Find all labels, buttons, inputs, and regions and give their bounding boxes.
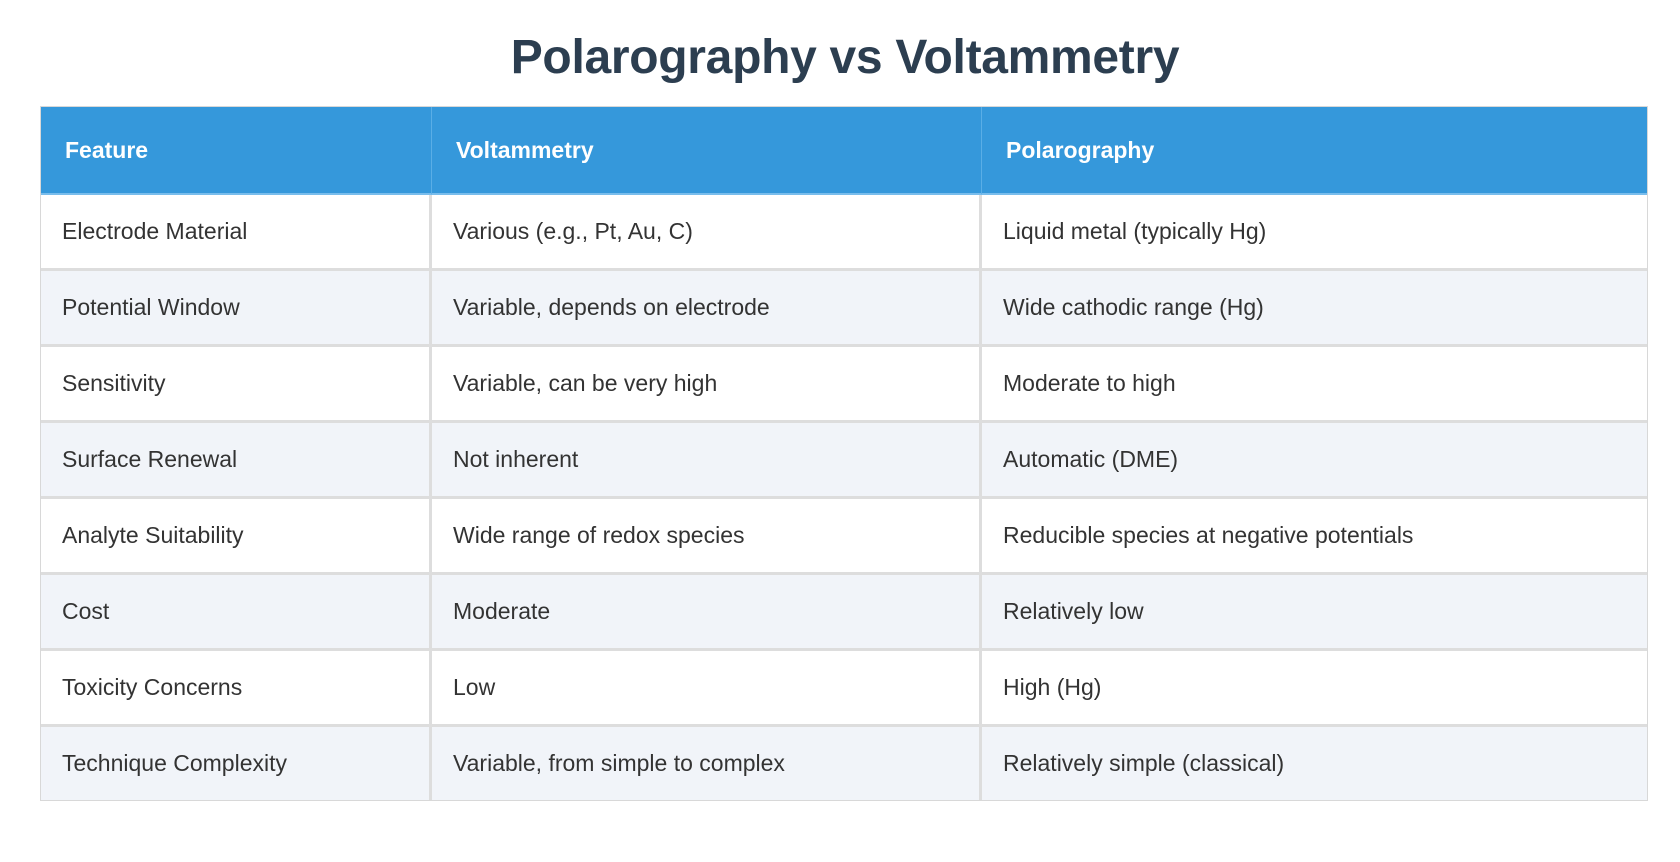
polarography-cell: High (Hg)	[982, 651, 1647, 727]
voltammetry-cell: Variable, can be very high	[432, 347, 982, 423]
table-row: Potential Window Variable, depends on el…	[41, 271, 1647, 347]
table-row: Toxicity Concerns Low High (Hg)	[41, 651, 1647, 727]
polarography-cell: Automatic (DME)	[982, 423, 1647, 499]
polarography-cell: Relatively simple (classical)	[982, 727, 1647, 800]
voltammetry-cell: Variable, depends on electrode	[432, 271, 982, 347]
voltammetry-cell: Wide range of redox species	[432, 499, 982, 575]
feature-cell: Cost	[41, 575, 432, 651]
voltammetry-cell: Various (e.g., Pt, Au, C)	[432, 195, 982, 271]
table-header-row: Feature Voltammetry Polarography	[41, 107, 1647, 195]
feature-cell: Electrode Material	[41, 195, 432, 271]
voltammetry-cell: Variable, from simple to complex	[432, 727, 982, 800]
table-row: Sensitivity Variable, can be very high M…	[41, 347, 1647, 423]
feature-cell: Potential Window	[41, 271, 432, 347]
feature-cell: Surface Renewal	[41, 423, 432, 499]
page-title: Polarography vs Voltammetry	[510, 31, 1180, 84]
voltammetry-cell: Low	[432, 651, 982, 727]
polarography-cell: Liquid metal (typically Hg)	[982, 195, 1647, 271]
table-row: Cost Moderate Relatively low	[41, 575, 1647, 651]
feature-cell: Sensitivity	[41, 347, 432, 423]
voltammetry-cell: Not inherent	[432, 423, 982, 499]
polarography-cell: Reducible species at negative potentials	[982, 499, 1647, 575]
feature-cell: Toxicity Concerns	[41, 651, 432, 727]
table-row: Analyte Suitability Wide range of redox …	[41, 499, 1647, 575]
polarography-cell: Moderate to high	[982, 347, 1647, 423]
feature-cell: Technique Complexity	[41, 727, 432, 800]
voltammetry-cell: Moderate	[432, 575, 982, 651]
table-row: Surface Renewal Not inherent Automatic (…	[41, 423, 1647, 499]
polarography-cell: Wide cathodic range (Hg)	[982, 271, 1647, 347]
polarography-cell: Relatively low	[982, 575, 1647, 651]
column-header-voltammetry: Voltammetry	[432, 107, 982, 195]
table-row: Electrode Material Various (e.g., Pt, Au…	[41, 195, 1647, 271]
comparison-table: Feature Voltammetry Polarography Electro…	[41, 107, 1647, 800]
table-row: Technique Complexity Variable, from simp…	[41, 727, 1647, 800]
column-header-feature: Feature	[41, 107, 432, 195]
column-header-polarography: Polarography	[982, 107, 1647, 195]
feature-cell: Analyte Suitability	[41, 499, 432, 575]
